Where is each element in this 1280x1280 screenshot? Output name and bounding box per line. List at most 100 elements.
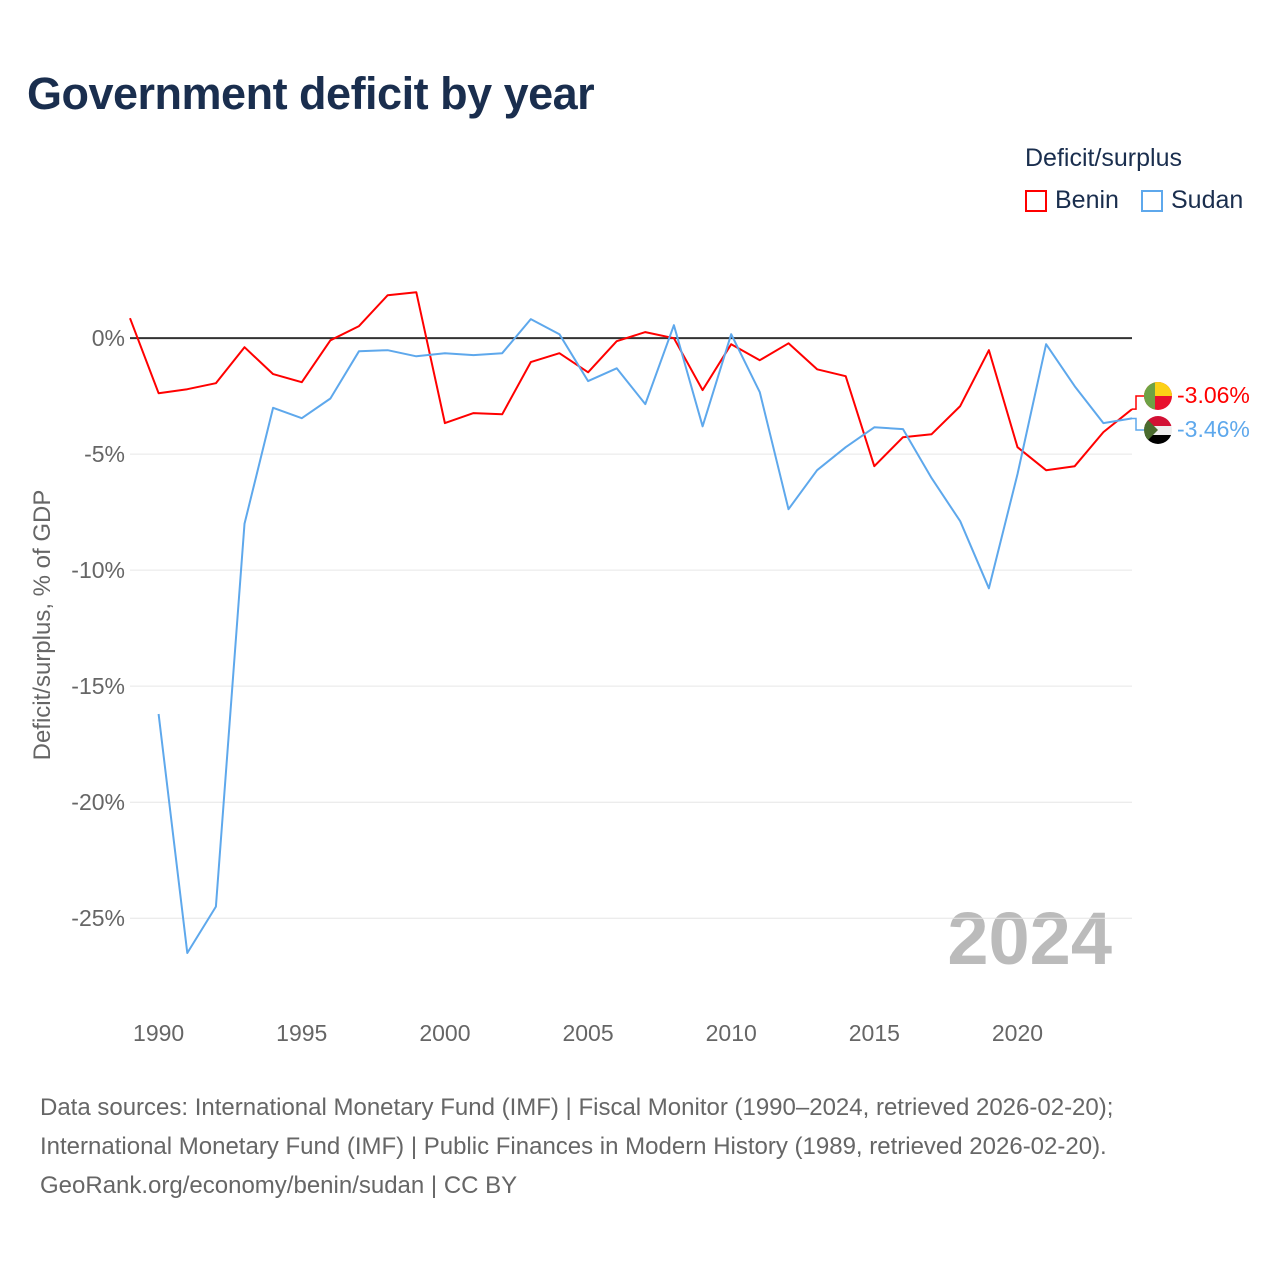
end-label-connector bbox=[1132, 417, 1144, 431]
data-point[interactable] bbox=[584, 377, 592, 385]
data-point[interactable] bbox=[527, 358, 535, 366]
data-point[interactable] bbox=[212, 379, 220, 387]
year-watermark: 2024 bbox=[947, 897, 1112, 980]
data-point[interactable] bbox=[699, 422, 707, 430]
data-point[interactable] bbox=[1099, 419, 1107, 427]
data-point[interactable] bbox=[956, 517, 964, 525]
data-point[interactable] bbox=[956, 402, 964, 410]
series-line-benin[interactable] bbox=[129, 291, 1133, 472]
data-point[interactable] bbox=[241, 343, 249, 351]
x-tick-label: 2000 bbox=[419, 1020, 470, 1046]
data-point[interactable] bbox=[298, 414, 306, 422]
data-point[interactable] bbox=[241, 520, 249, 528]
y-tick-label: -5% bbox=[84, 441, 125, 467]
data-point[interactable] bbox=[470, 409, 478, 417]
series-line-sudan[interactable] bbox=[157, 318, 1133, 954]
data-point[interactable] bbox=[183, 949, 191, 957]
data-point[interactable] bbox=[928, 474, 936, 482]
data-point[interactable] bbox=[555, 349, 563, 357]
data-point[interactable] bbox=[384, 291, 392, 299]
data-point[interactable] bbox=[1071, 382, 1079, 390]
data-point[interactable] bbox=[1042, 340, 1050, 348]
data-point[interactable] bbox=[613, 337, 621, 345]
sudan-end-label: -3.46% bbox=[1177, 416, 1250, 442]
data-point[interactable] bbox=[155, 710, 163, 718]
chart-title: Government deficit by year bbox=[27, 68, 595, 119]
data-point[interactable] bbox=[326, 336, 334, 344]
data-point[interactable] bbox=[126, 314, 134, 322]
x-tick-label: 2010 bbox=[706, 1020, 757, 1046]
data-point[interactable] bbox=[1099, 428, 1107, 436]
legend-title: Deficit/surplus bbox=[1025, 144, 1182, 172]
data-point[interactable] bbox=[269, 404, 277, 412]
legend-label: Benin bbox=[1055, 186, 1119, 214]
legend-item-benin[interactable]: Benin bbox=[1025, 186, 1119, 215]
data-point[interactable] bbox=[727, 330, 735, 338]
data-point[interactable] bbox=[842, 443, 850, 451]
data-point[interactable] bbox=[928, 430, 936, 438]
data-point[interactable] bbox=[1071, 462, 1079, 470]
data-point[interactable] bbox=[1013, 443, 1021, 451]
data-point[interactable] bbox=[298, 378, 306, 386]
legend-item-sudan[interactable]: Sudan bbox=[1141, 186, 1243, 215]
y-tick-label: -15% bbox=[71, 673, 125, 699]
x-tick-label: 2005 bbox=[562, 1020, 613, 1046]
data-point[interactable] bbox=[384, 346, 392, 354]
data-point[interactable] bbox=[555, 330, 563, 338]
y-axis-label: Deficit/surplus, % of GDP bbox=[29, 490, 56, 761]
data-point[interactable] bbox=[813, 466, 821, 474]
data-point[interactable] bbox=[470, 351, 478, 359]
legend-swatch bbox=[1141, 189, 1163, 212]
data-point[interactable] bbox=[183, 385, 191, 393]
data-point[interactable] bbox=[212, 903, 220, 911]
footer-link[interactable]: GeoRank.org/economy/benin/sudan | CC BY bbox=[40, 1172, 518, 1199]
data-point[interactable] bbox=[155, 389, 163, 397]
data-point[interactable] bbox=[498, 410, 506, 418]
x-tick-label: 1990 bbox=[133, 1020, 184, 1046]
benin-end-label: -3.06% bbox=[1177, 382, 1250, 408]
data-point[interactable] bbox=[784, 505, 792, 513]
data-point[interactable] bbox=[269, 370, 277, 378]
data-point[interactable] bbox=[641, 328, 649, 336]
data-point[interactable] bbox=[1013, 470, 1021, 478]
x-tick-label: 2020 bbox=[992, 1020, 1043, 1046]
y-tick-label: 0% bbox=[92, 325, 125, 351]
data-point[interactable] bbox=[412, 352, 420, 360]
data-point[interactable] bbox=[441, 349, 449, 357]
data-point[interactable] bbox=[670, 321, 678, 329]
legend-label: Sudan bbox=[1171, 186, 1244, 214]
data-point[interactable] bbox=[699, 386, 707, 394]
benin-flag-icon bbox=[1144, 382, 1172, 410]
footer-sources: Data sources: International Monetary Fun… bbox=[40, 1088, 1113, 1205]
data-point[interactable] bbox=[985, 584, 993, 592]
data-point[interactable] bbox=[527, 315, 535, 323]
data-point[interactable] bbox=[756, 388, 764, 396]
data-point[interactable] bbox=[784, 339, 792, 347]
footer-line: International Monetary Fund (IMF) | Publ… bbox=[40, 1133, 1107, 1160]
data-point[interactable] bbox=[870, 423, 878, 431]
data-point[interactable] bbox=[355, 322, 363, 330]
data-point[interactable] bbox=[813, 365, 821, 373]
footer-line: Data sources: International Monetary Fun… bbox=[40, 1094, 1114, 1121]
data-point[interactable] bbox=[412, 288, 420, 296]
data-point[interactable] bbox=[899, 425, 907, 433]
data-point[interactable] bbox=[441, 419, 449, 427]
y-tick-label: -20% bbox=[71, 789, 125, 815]
data-point[interactable] bbox=[1042, 466, 1050, 474]
data-point[interactable] bbox=[842, 372, 850, 380]
data-point[interactable] bbox=[326, 394, 334, 402]
data-point[interactable] bbox=[641, 400, 649, 408]
legend-swatch bbox=[1025, 189, 1047, 212]
end-label-connector bbox=[1132, 395, 1144, 410]
sudan-flag-icon bbox=[1144, 416, 1172, 444]
data-point[interactable] bbox=[870, 462, 878, 470]
y-tick-label: -25% bbox=[71, 905, 125, 931]
data-point[interactable] bbox=[985, 346, 993, 354]
x-tick-label: 1995 bbox=[276, 1020, 327, 1046]
data-point[interactable] bbox=[355, 347, 363, 355]
data-point[interactable] bbox=[756, 356, 764, 364]
data-point[interactable] bbox=[498, 349, 506, 357]
data-point[interactable] bbox=[613, 364, 621, 372]
